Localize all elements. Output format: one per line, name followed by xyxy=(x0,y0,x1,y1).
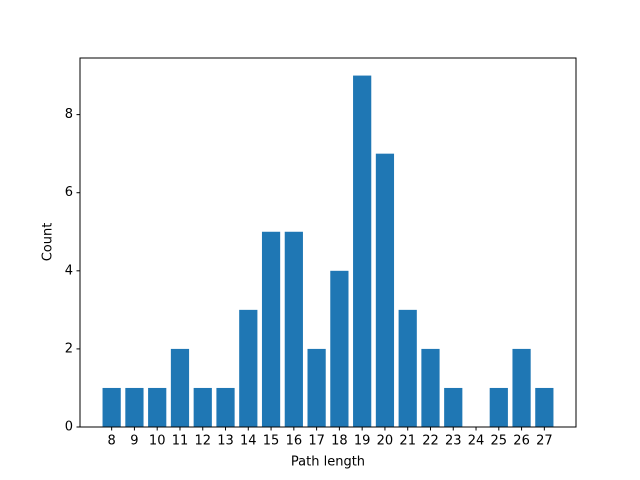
y-tick-label: 6 xyxy=(65,185,73,200)
x-axis-label: Path length xyxy=(291,455,365,470)
y-axis-label: Count xyxy=(41,223,56,262)
x-tick-label: 24 xyxy=(468,434,485,449)
bar xyxy=(239,309,258,427)
x-tick-label: 21 xyxy=(399,434,416,449)
x-tick-label: 27 xyxy=(536,434,553,449)
bar xyxy=(489,387,508,427)
bar xyxy=(512,348,531,427)
bar xyxy=(170,348,190,427)
bar xyxy=(444,387,463,427)
x-tick-label: 12 xyxy=(194,434,211,449)
x-tick-label: 18 xyxy=(331,434,348,449)
x-tick-label: 22 xyxy=(422,434,439,449)
bar xyxy=(398,309,417,427)
y-tick-label: 8 xyxy=(65,107,73,122)
x-tick-label: 25 xyxy=(491,434,508,449)
bar xyxy=(307,348,326,427)
bar xyxy=(261,231,281,427)
bar xyxy=(102,387,121,427)
bar xyxy=(148,387,167,427)
bar xyxy=(353,75,372,428)
bar xyxy=(284,231,303,427)
y-tick-label: 2 xyxy=(65,341,73,356)
x-tick-label: 15 xyxy=(263,434,280,449)
x-tick-label: 8 xyxy=(108,434,116,449)
x-tick-label: 20 xyxy=(377,434,394,449)
y-tick-label: 4 xyxy=(65,263,73,278)
plot-frame xyxy=(79,57,577,428)
bar xyxy=(125,387,144,427)
bar xyxy=(535,387,554,427)
x-tick-label: 11 xyxy=(172,434,189,449)
x-tick-label: 14 xyxy=(240,434,257,449)
x-tick-label: 9 xyxy=(130,434,138,449)
x-tick-label: 13 xyxy=(217,434,234,449)
bar xyxy=(216,387,235,427)
x-tick-label: 10 xyxy=(149,434,166,449)
x-tick-label: 16 xyxy=(286,434,303,449)
bar xyxy=(330,270,349,427)
x-tick-label: 26 xyxy=(513,434,530,449)
bar xyxy=(421,348,440,427)
bar xyxy=(193,387,212,427)
y-tick-label: 0 xyxy=(65,420,73,435)
x-tick-label: 23 xyxy=(445,434,462,449)
x-tick-label: 19 xyxy=(354,434,371,449)
x-tick-label: 17 xyxy=(308,434,325,449)
bar xyxy=(375,153,395,427)
